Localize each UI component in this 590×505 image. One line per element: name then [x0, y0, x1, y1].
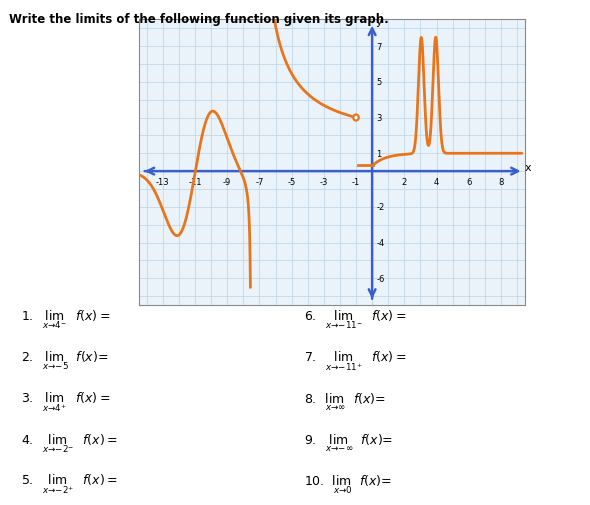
Text: 5: 5 [376, 78, 381, 87]
Text: 9.  $\lim_{\,x\to -\infty}$  $f(x) = $: 9. $\lim_{\,x\to -\infty}$ $f(x) = $ [304, 431, 393, 453]
Text: 6: 6 [466, 178, 471, 187]
Text: 1.  $\lim_{\,x\to 4^-}$  $f(x) = $: 1. $\lim_{\,x\to 4^-}$ $f(x) = $ [21, 308, 110, 330]
Text: -1: -1 [352, 178, 360, 187]
Text: -6: -6 [376, 274, 385, 283]
Text: 7: 7 [376, 42, 382, 52]
Text: -11: -11 [188, 178, 202, 187]
Text: 10.  $\lim_{\,x\to 0}$  $f(x) = $: 10. $\lim_{\,x\to 0}$ $f(x) = $ [304, 472, 392, 494]
Text: 7.  $\lim_{\,x\to -11^+}$  $f(x) = $: 7. $\lim_{\,x\to -11^+}$ $f(x) = $ [304, 348, 406, 372]
Circle shape [353, 115, 359, 121]
Text: 5.  $\lim_{\,x\to -2^+}$  $f(x) = $: 5. $\lim_{\,x\to -2^+}$ $f(x) = $ [21, 472, 117, 495]
Text: 8: 8 [499, 178, 504, 187]
Text: 3: 3 [376, 114, 382, 123]
Text: -13: -13 [156, 178, 169, 187]
Text: 6.  $\lim_{\,x\to -11^-}$  $f(x) = $: 6. $\lim_{\,x\to -11^-}$ $f(x) = $ [304, 308, 406, 330]
Text: x: x [525, 162, 532, 172]
Text: 3.  $\lim_{\,x\to 4^+}$  $f(x) = $: 3. $\lim_{\,x\to 4^+}$ $f(x) = $ [21, 390, 110, 413]
Text: -3: -3 [320, 178, 328, 187]
Text: 8.  $\lim_{\,x\to \infty}$  $f(x) = $: 8. $\lim_{\,x\to \infty}$ $f(x) = $ [304, 390, 386, 413]
Text: 2.  $\lim_{\,x\to -5}$  $f(x) = $: 2. $\lim_{\,x\to -5}$ $f(x) = $ [21, 349, 108, 371]
Text: 1: 1 [376, 149, 381, 159]
Text: -7: -7 [255, 178, 264, 187]
Text: -5: -5 [287, 178, 296, 187]
Text: 4: 4 [434, 178, 439, 187]
Text: -9: -9 [223, 178, 231, 187]
Text: 2: 2 [402, 178, 407, 187]
Text: -2: -2 [376, 203, 385, 212]
Text: -4: -4 [376, 239, 385, 247]
Text: 4.  $\lim_{\,x\to -2^-}$  $f(x) = $: 4. $\lim_{\,x\to -2^-}$ $f(x) = $ [21, 431, 117, 453]
Text: y: y [375, 17, 382, 27]
Text: Write the limits of the following function given its graph.: Write the limits of the following functi… [9, 13, 389, 26]
